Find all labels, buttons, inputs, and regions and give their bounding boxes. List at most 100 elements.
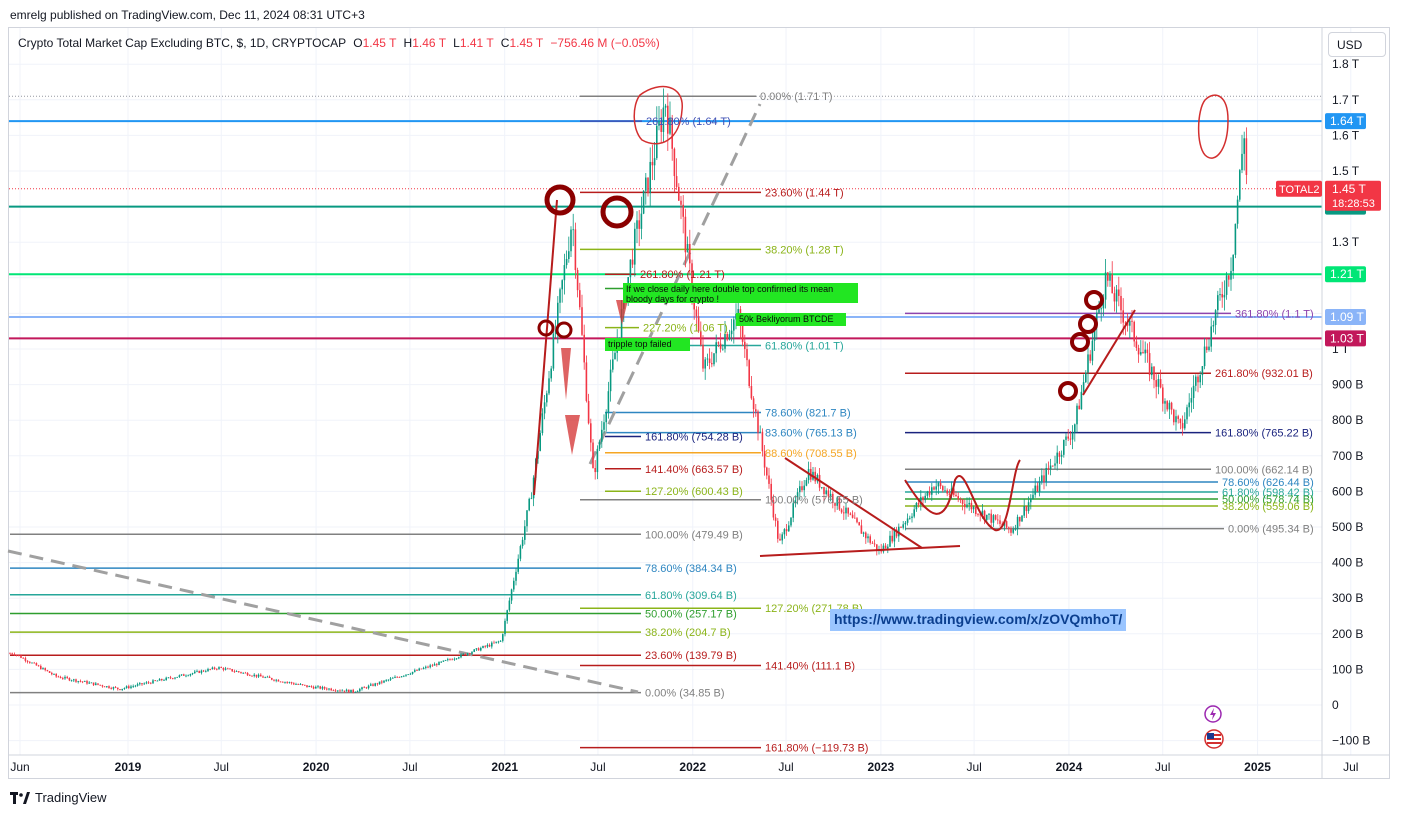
candle-body [462,653,464,655]
candle-body [70,680,73,682]
candle-body [521,539,524,547]
x-tick-label: Jul [966,760,981,774]
candle-body [1005,521,1008,528]
candle-body [1109,274,1111,281]
candle-body [528,498,530,511]
candle-body [125,686,128,689]
candle-body [31,662,33,664]
candle-body [873,543,876,545]
candle-body [1230,271,1232,280]
fib-level-label: 127.20% (600.43 B) [645,486,743,498]
candle-body [585,362,588,401]
candle-body [491,642,493,647]
candle-body [330,688,332,691]
triangle-bottom-line [759,545,961,557]
candle-body [1063,439,1065,455]
candle-body [88,682,90,684]
x-tick-label: Jul [1343,760,1358,774]
candle-body [1085,372,1087,383]
candle-body [770,483,772,500]
candle-body [570,229,572,252]
fib-level-label: 50.00% (578.74 B) [1222,494,1314,506]
candle-body [11,653,13,655]
fib-level-label: 161.80% (−119.73 B) [765,743,868,755]
candle-body [95,683,97,686]
candle-body [1069,438,1072,440]
candle-body [686,243,689,253]
candle-body [988,513,990,515]
candle-body [332,690,335,692]
tradingview-brand[interactable]: TradingView [10,790,107,805]
y-tick-label: 400 B [1332,556,1363,570]
candle-body [801,486,803,491]
candle-body [631,259,634,265]
ring-marker-5 [1058,381,1078,401]
candle-body [392,677,394,679]
fib-level-label: 227.20% (1.06 T) [643,323,728,335]
candle-body [1045,467,1047,482]
candle-body [293,683,295,685]
note-btc-50k[interactable]: 50k Bekliyorum BTCDE [736,313,846,326]
us-flag-icon[interactable] [1204,729,1224,749]
candle-body [106,686,108,688]
share-url-label[interactable]: https://www.tradingview.com/x/zOVQmhoT/ [830,609,1127,631]
candle-body [147,682,150,684]
candle-body [992,515,995,523]
note-tripple-top[interactable]: tripple top failed [605,338,690,351]
candle-body [506,610,508,621]
candle-body [1151,366,1153,376]
candle-body [772,499,775,518]
candle-body [304,684,306,686]
candle-body [150,682,152,684]
candle-body [308,686,310,688]
candle-body [959,499,962,501]
x-tick-label: 2021 [491,760,518,774]
candle-body [612,359,614,370]
candle-body [645,177,647,191]
candle-body [277,679,280,682]
candle-body [972,506,975,510]
candle-body [185,675,187,677]
candle-body [141,683,143,685]
x-tick-label: Jul [590,760,605,774]
candle-body [1177,416,1179,419]
y-tick-label: 1.3 T [1332,235,1360,249]
candle-body [134,685,137,687]
candle-body [977,514,979,515]
candle-body [260,674,262,677]
candle-body [1118,289,1120,296]
y-tick-label: 900 B [1332,378,1363,392]
candle-body [836,497,838,506]
fib-level-label: 38.20% (559.06 B) [1222,501,1314,513]
note-double-top[interactable]: If we close daily here double top confir… [623,283,858,304]
candle-body [664,105,667,108]
level-axis-badge-text: 1.64 T [1330,114,1364,128]
dashed-trendline-1 [7,549,639,694]
candle-body [1060,454,1063,457]
candle-body [803,485,805,491]
candle-body [387,679,390,681]
candle-body [286,682,288,683]
current-price-badge [1325,180,1381,211]
candle-body [363,687,365,689]
candle-body [814,471,816,482]
candle-body [1065,436,1067,440]
candle-body [937,482,940,487]
candle-body [843,512,845,514]
symbol-legend: Crypto Total Market Cap Excluding BTC, $… [18,36,660,50]
candle-body [1155,380,1157,387]
ring-marker-6 [1070,332,1090,352]
currency-button[interactable]: USD [1328,32,1386,57]
candle-body [510,589,513,601]
candle-body [882,545,885,552]
candle-body [420,668,423,670]
candle-body [1058,452,1061,457]
candle-body [1025,506,1028,512]
candle-body [574,229,577,271]
candle-body [656,125,658,159]
candle-body [224,668,227,670]
lightning-icon[interactable] [1204,705,1222,723]
candle-body [730,330,733,335]
candle-body [189,674,192,676]
